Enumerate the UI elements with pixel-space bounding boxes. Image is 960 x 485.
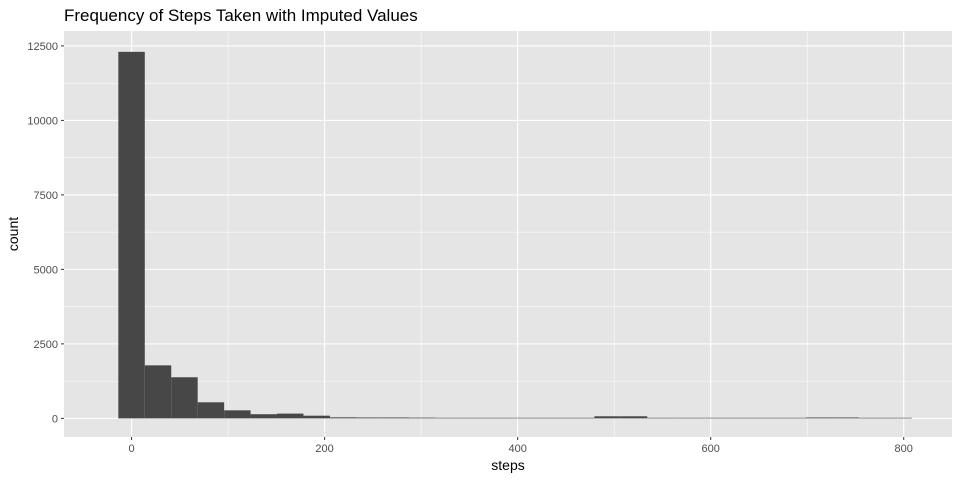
histogram-bar — [277, 413, 304, 419]
x-tick-label: 0 — [129, 443, 135, 455]
plot-panel — [64, 31, 952, 437]
histogram-bar — [567, 417, 595, 419]
histogram-bar — [541, 417, 568, 419]
histogram-bar — [197, 402, 225, 419]
histogram-bar — [462, 417, 489, 419]
histogram-bar — [673, 417, 701, 419]
histogram-bar — [488, 417, 516, 419]
histogram-bars — [118, 51, 912, 419]
histogram-bar — [885, 417, 912, 419]
histogram-bar — [409, 417, 436, 419]
major-gridlines — [64, 31, 952, 437]
histogram-bar — [515, 417, 542, 419]
x-axis: 0 200 400 600 800 — [129, 437, 913, 455]
histogram-bar — [382, 417, 410, 419]
y-tick-label: 5000 — [34, 264, 58, 276]
x-tick-label: 400 — [508, 443, 526, 455]
histogram-bar — [832, 417, 859, 419]
histogram-bar — [779, 417, 806, 419]
histogram-bar — [435, 417, 463, 419]
histogram-bar — [224, 410, 251, 419]
y-tick-label: 2500 — [34, 339, 58, 351]
histogram-bar — [700, 417, 727, 419]
histogram-bar — [118, 51, 145, 419]
y-tick-label: 7500 — [34, 190, 58, 202]
histogram-bar — [594, 416, 621, 419]
x-tick-label: 600 — [702, 443, 720, 455]
histogram-bar — [647, 417, 674, 419]
y-tick-label: 0 — [52, 413, 58, 425]
x-axis-title: steps — [491, 457, 524, 473]
histogram-bar — [329, 417, 357, 419]
x-tick-label: 200 — [315, 443, 333, 455]
histogram-bar — [753, 417, 780, 419]
chart-title: Frequency of Steps Taken with Imputed Va… — [64, 6, 418, 25]
histogram-bar — [144, 365, 172, 419]
histogram-bar — [356, 417, 383, 419]
y-axis-title: count — [5, 217, 21, 251]
histogram-bar — [303, 415, 330, 419]
histogram-bar — [250, 414, 278, 419]
x-tick-label: 800 — [895, 443, 913, 455]
y-axis: 0 2500 5000 7500 10000 12500 — [27, 41, 64, 425]
histogram-bar — [805, 417, 833, 419]
histogram-bar — [171, 377, 198, 419]
y-tick-label: 12500 — [27, 41, 58, 53]
minor-gridlines — [64, 31, 952, 437]
histogram-bar — [726, 417, 754, 419]
y-tick-label: 10000 — [27, 115, 58, 127]
histogram-bar — [858, 417, 886, 419]
histogram-bar — [620, 416, 648, 419]
